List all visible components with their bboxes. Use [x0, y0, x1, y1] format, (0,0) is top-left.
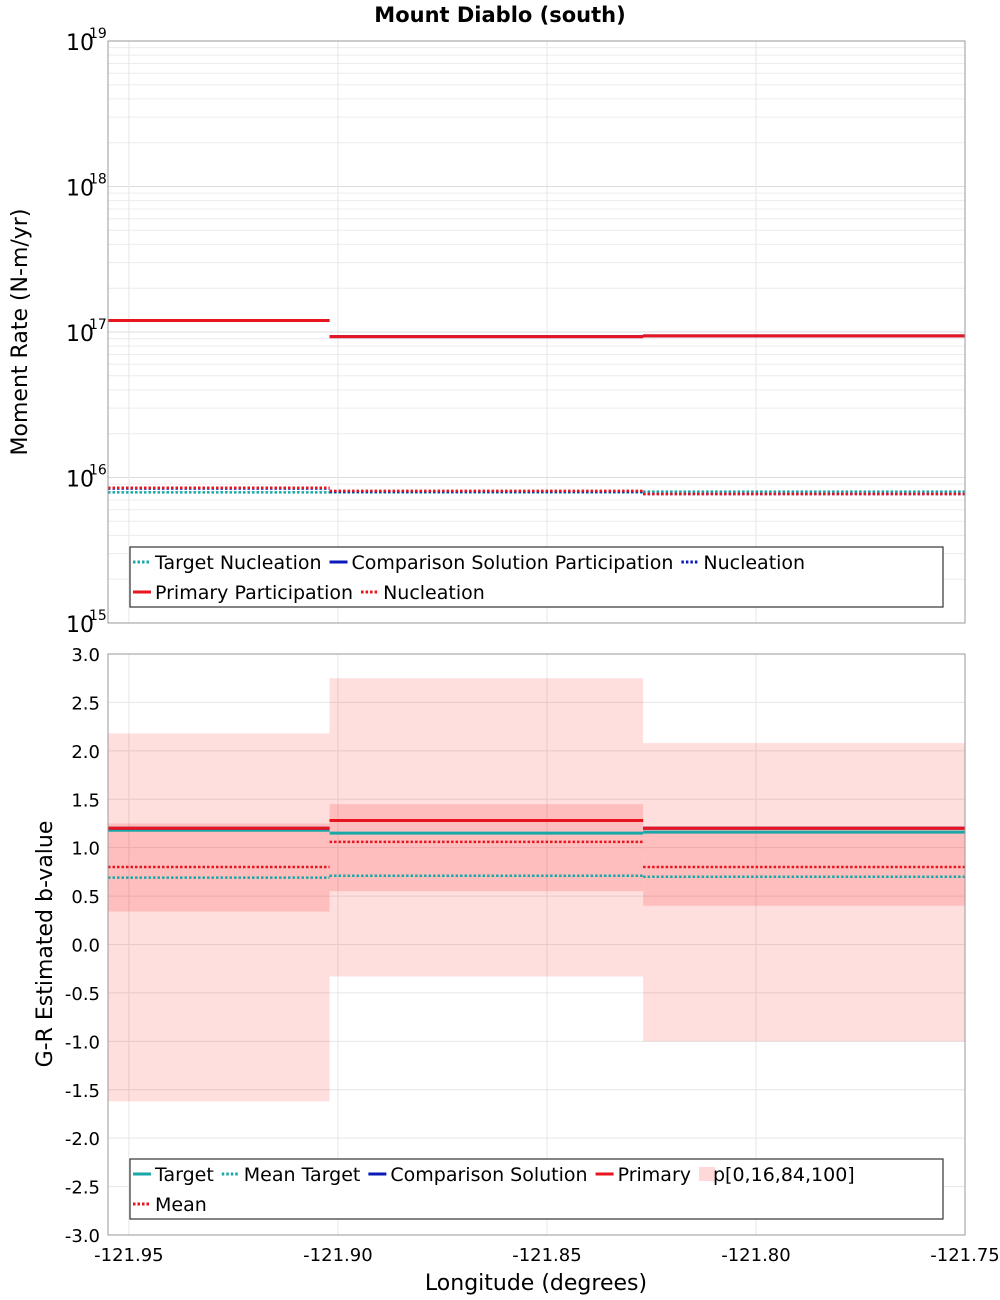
legend-swatch: [699, 1167, 715, 1181]
bottom-legend: Target Mean Target Comparison Solution Prim…: [129, 1158, 944, 1220]
legend-label: Target Nucleation: [154, 552, 322, 574]
y-tick-label: 0.5: [71, 887, 100, 908]
percentile-band-outer: [108, 733, 330, 1102]
percentile-band-inner: [643, 826, 965, 906]
y-tick-label: 10: [66, 31, 94, 56]
y-tick-label: 2.5: [71, 693, 100, 714]
legend-label: Mean Target: [244, 1164, 361, 1186]
b-value-panel: 3.0 2.5 2.0 1.5 1.0 0.5 0.0 -0.5 -1.0 -1.5 -2.0 -2.…: [33, 645, 1000, 1296]
y-tick-exponent: 16: [89, 463, 107, 479]
bottom-bands: [108, 678, 965, 1102]
bottom-y-ticks: 3.0 2.5 2.0 1.5 1.0 0.5 0.0 -0.5 -1.0 -1.5 -2.0 -2.…: [65, 645, 100, 1247]
y-tick-label: -1.5: [65, 1081, 100, 1102]
legend-label: Comparison Solution Participation: [352, 552, 674, 574]
x-tick-label: -121.90: [303, 1245, 372, 1266]
x-axis-label: Longitude (degrees): [425, 1271, 647, 1296]
y-tick-exponent: 18: [89, 172, 107, 188]
y-tick-label: -0.5: [65, 984, 100, 1005]
y-tick-label: -3.0: [65, 1226, 100, 1247]
y-tick-exponent: 19: [89, 26, 107, 42]
top-y-axis-label: Moment Rate (N-m/yr): [8, 209, 33, 456]
y-tick-label: 10: [66, 613, 94, 638]
y-tick-exponent: 15: [89, 608, 107, 624]
y-tick-label: -2.0: [65, 1129, 100, 1150]
top-legend-box: [129, 546, 944, 608]
y-tick-label: -1.0: [65, 1032, 100, 1053]
legend-label: Target: [154, 1164, 214, 1186]
y-tick-label: 1.5: [71, 790, 100, 811]
legend-label: Comparison Solution: [390, 1164, 587, 1186]
y-tick-label: 10: [66, 322, 94, 347]
y-tick-label: 3.0: [71, 645, 100, 666]
y-tick-label: 1.0: [71, 839, 100, 860]
percentile-band-inner: [329, 804, 644, 892]
y-tick-exponent: 17: [89, 317, 107, 333]
legend-label: Mean: [155, 1194, 207, 1216]
top-legend: Target Nucleation Comparison Solution Par…: [129, 546, 944, 608]
legend-label: Primary: [618, 1164, 691, 1186]
legend-label: Nucleation: [703, 552, 805, 574]
y-tick-label: 2.0: [71, 742, 100, 763]
x-tick-label: -121.95: [94, 1245, 163, 1266]
bottom-legend-box: [129, 1158, 944, 1220]
x-ticks: -121.95 -121.90 -121.85 -121.80 -121.75: [94, 1245, 1000, 1266]
top-plot-frame: [107, 40, 966, 624]
legend-label: Nucleation: [383, 582, 485, 604]
y-tick-label: 10: [66, 468, 94, 493]
percentile-band-outer: [643, 743, 965, 1042]
legend-label: Primary Participation: [155, 582, 353, 604]
y-tick-label: -2.5: [65, 1178, 100, 1199]
y-tick-label: 0.0: [71, 936, 100, 957]
percentile-band-outer: [329, 678, 644, 977]
chart-title: Mount Diablo (south): [374, 3, 625, 27]
x-tick-label: -121.75: [930, 1245, 999, 1266]
bottom-series-group: [108, 819, 965, 879]
top-series-group: [108, 318, 965, 496]
legend-label: p[0,16,84,100]: [713, 1164, 855, 1186]
bottom-plot-frame: [107, 653, 966, 1236]
y-tick-label: 10: [66, 177, 94, 202]
x-tick-label: -121.85: [512, 1245, 581, 1266]
bottom-y-axis-label: G-R Estimated b-value: [33, 821, 58, 1068]
x-tick-label: -121.80: [721, 1245, 790, 1266]
